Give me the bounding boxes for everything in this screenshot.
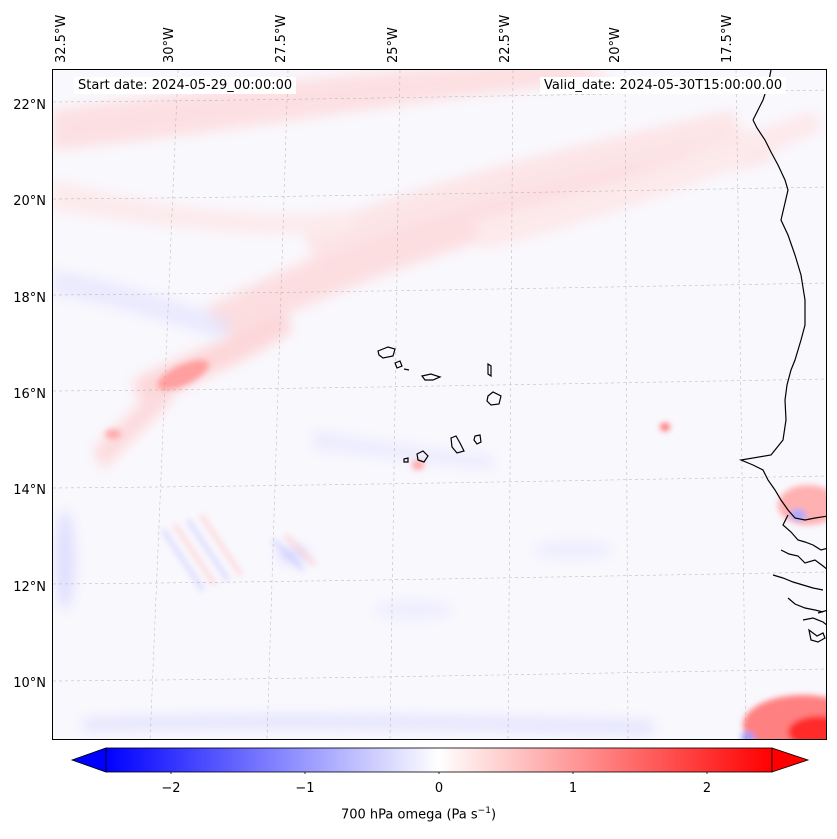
map-panel[interactable] bbox=[52, 69, 827, 740]
coastline bbox=[377, 70, 826, 643]
colorbar-tick: 2 bbox=[702, 781, 712, 796]
lat-label-16n: 16°N bbox=[13, 387, 46, 402]
colorbar-label: 700 hPa omega (Pa s−1) bbox=[0, 806, 837, 822]
lat-label-12n: 12°N bbox=[13, 580, 46, 595]
lon-label-27-5w: 27.5°W bbox=[274, 14, 289, 63]
lat-label-20n: 20°N bbox=[13, 194, 46, 209]
colorbar bbox=[70, 747, 810, 774]
colorbar-min-extend bbox=[70, 747, 107, 773]
lat-label-18n: 18°N bbox=[13, 291, 46, 306]
lon-label-22-5w: 22.5°W bbox=[498, 14, 513, 63]
lon-label-20w: 20°W bbox=[608, 27, 623, 63]
lon-label-32-5w: 32.5°W bbox=[54, 14, 69, 63]
colorbar-tick: −1 bbox=[295, 781, 315, 796]
colorbar-tick: 0 bbox=[434, 781, 444, 796]
colorbar-label-close: ) bbox=[490, 807, 497, 823]
lon-label-17-5w: 17.5°W bbox=[720, 14, 735, 63]
lon-label-25w: 25°W bbox=[386, 27, 401, 63]
lon-label-30w: 30°W bbox=[162, 27, 177, 63]
start-date-label: Start date: 2024-05-29_00:00:00 bbox=[74, 77, 297, 94]
lat-label-22n: 22°N bbox=[13, 98, 46, 113]
colorbar-max-extend bbox=[771, 747, 810, 773]
colorbar-label-exponent: −1 bbox=[477, 806, 491, 816]
valid-date-label: Valid_date: 2024-05-30T15:00:00.00 bbox=[540, 77, 787, 94]
omega-field bbox=[53, 70, 826, 739]
colorbar-tick: 1 bbox=[568, 781, 578, 796]
lat-label-10n: 10°N bbox=[13, 676, 46, 691]
colorbar-label-text: 700 hPa omega (Pa s bbox=[340, 807, 478, 823]
lat-label-14n: 14°N bbox=[13, 483, 46, 498]
colorbar-tick: −2 bbox=[161, 781, 181, 796]
